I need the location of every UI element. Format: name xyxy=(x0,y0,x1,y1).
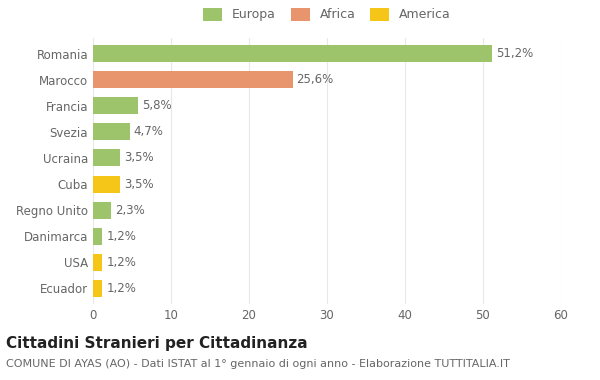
Bar xyxy=(93,71,293,88)
Text: 1,2%: 1,2% xyxy=(106,282,136,295)
Text: COMUNE DI AYAS (AO) - Dati ISTAT al 1° gennaio di ogni anno - Elaborazione TUTTI: COMUNE DI AYAS (AO) - Dati ISTAT al 1° g… xyxy=(6,359,510,369)
Text: 3,5%: 3,5% xyxy=(124,152,154,165)
Bar xyxy=(93,176,120,193)
Text: 3,5%: 3,5% xyxy=(124,177,154,190)
Bar xyxy=(93,45,493,62)
Text: 1,2%: 1,2% xyxy=(106,256,136,269)
Bar xyxy=(93,124,130,140)
Bar xyxy=(93,149,120,166)
Text: 5,8%: 5,8% xyxy=(142,99,172,112)
Bar xyxy=(93,228,103,245)
Text: 1,2%: 1,2% xyxy=(106,230,136,243)
Bar xyxy=(93,254,103,271)
Text: 25,6%: 25,6% xyxy=(296,73,334,86)
Text: 51,2%: 51,2% xyxy=(496,47,533,60)
Bar xyxy=(93,202,111,218)
Text: 2,3%: 2,3% xyxy=(115,204,145,217)
Text: Cittadini Stranieri per Cittadinanza: Cittadini Stranieri per Cittadinanza xyxy=(6,336,308,351)
Bar xyxy=(93,280,103,297)
Text: 4,7%: 4,7% xyxy=(134,125,163,138)
Legend: Europa, Africa, America: Europa, Africa, America xyxy=(198,3,456,27)
Bar xyxy=(93,97,138,114)
